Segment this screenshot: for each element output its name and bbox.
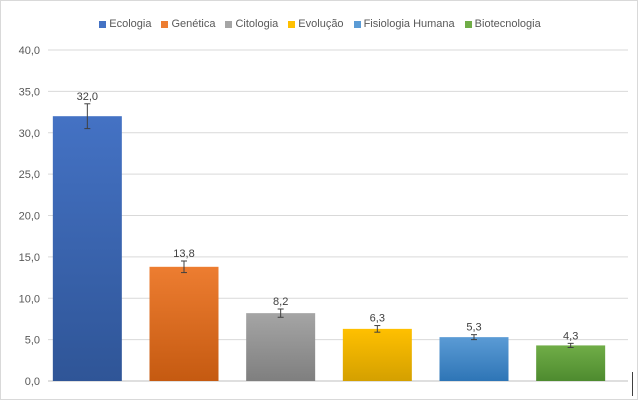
y-axis-tick-labels: 0,0 5,0 10,0 15,0 20,0 25,0 30,0 35,0 40,0 <box>19 45 40 388</box>
y-tick-label: 10,0 <box>19 293 40 305</box>
y-tick-label: 30,0 <box>19 128 40 140</box>
data-label: 5,3 <box>466 322 481 334</box>
bar-evolução <box>342 328 412 381</box>
data-label: 8,2 <box>273 296 288 308</box>
bar-biotecnologia <box>536 345 606 381</box>
legend-item: Evolução <box>288 18 344 30</box>
legend-item: Fisiologia Humana <box>353 18 455 30</box>
legend-swatch <box>161 20 169 28</box>
text-cursor <box>632 372 633 396</box>
gridlines <box>48 49 628 382</box>
legend-swatch <box>353 20 361 28</box>
y-tick-label: 5,0 <box>25 335 40 347</box>
legend-label: Citologia <box>235 18 279 30</box>
data-label: 4,3 <box>563 330 578 342</box>
bar-fisiologia-humana <box>439 337 509 381</box>
legend-item: Genética <box>161 18 215 30</box>
y-tick-label: 25,0 <box>19 169 40 181</box>
error-bar <box>181 260 187 274</box>
error-bar <box>374 325 381 333</box>
legend-item: Ecologia <box>99 18 151 30</box>
y-tick-label: 40,0 <box>19 45 40 57</box>
data-label: 13,8 <box>173 248 194 260</box>
legend-label: Evolução <box>298 18 344 30</box>
legend-label: Fisiologia Humana <box>363 18 455 30</box>
data-label: 32,0 <box>77 91 98 103</box>
bar-genética <box>149 266 219 381</box>
legend-swatch <box>288 20 296 28</box>
legend-item: Biotecnologia <box>464 18 541 30</box>
legend-swatch <box>464 20 472 28</box>
legend-swatch <box>225 20 233 28</box>
legend-label: Genética <box>171 18 216 30</box>
y-tick-label: 15,0 <box>19 252 40 264</box>
error-bar <box>84 103 91 130</box>
legend-swatch <box>99 20 107 28</box>
legend-label: Biotecnologia <box>474 18 541 30</box>
error-bar <box>567 342 574 348</box>
error-bars <box>84 103 574 348</box>
bars <box>52 116 606 381</box>
legend-item: Citologia <box>225 18 278 30</box>
y-tick-label: 20,0 <box>19 211 40 223</box>
y-tick-label: 35,0 <box>19 86 40 98</box>
data-labels: 32,0 13,8 8,2 6,3 5,3 4,3 <box>77 91 579 343</box>
data-label: 6,3 <box>370 313 385 325</box>
error-bar <box>277 308 284 318</box>
y-tick-label: 0,0 <box>25 376 40 388</box>
bar-citologia <box>246 313 316 381</box>
legend-label: Ecologia <box>109 18 152 30</box>
error-bar <box>471 334 477 341</box>
legend: Ecologia Genética Citologia Evolução Fisiolo… <box>0 14 640 34</box>
bar-ecologia <box>52 116 122 381</box>
